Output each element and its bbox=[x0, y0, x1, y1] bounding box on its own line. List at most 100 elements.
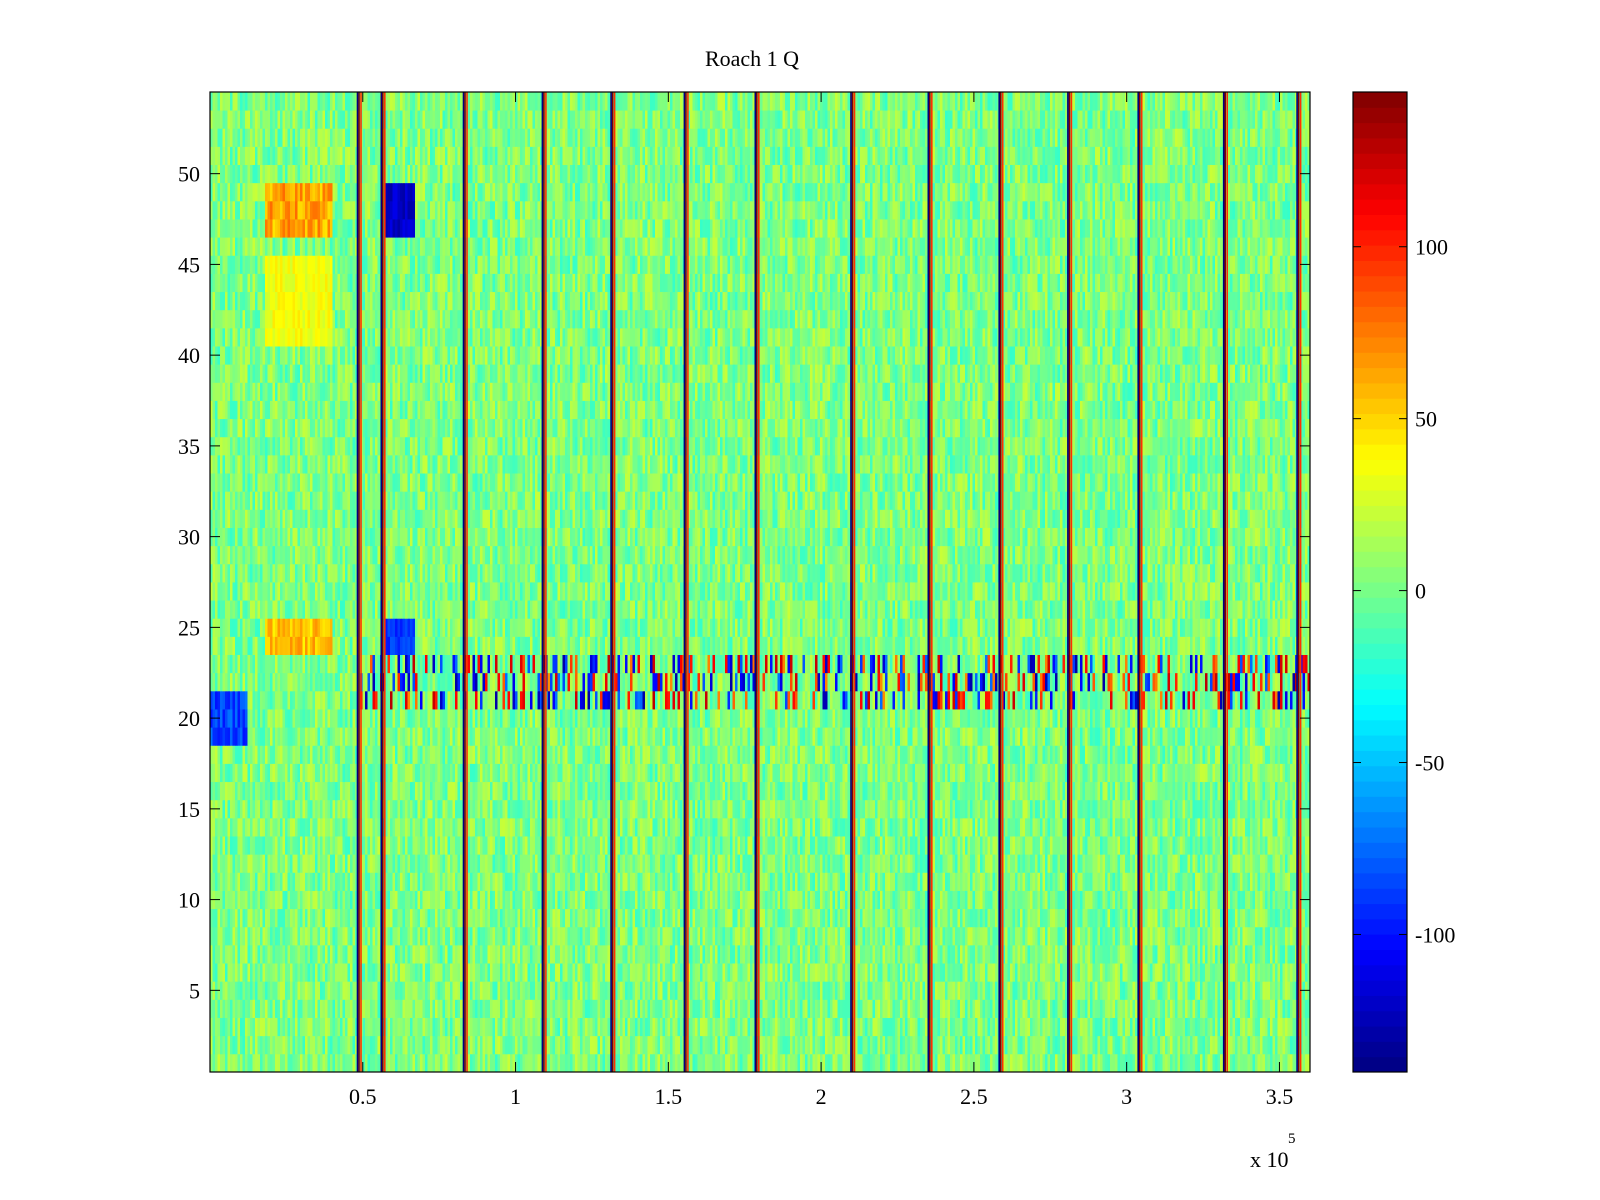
heatmap-cell bbox=[468, 1036, 471, 1055]
heatmap-cell bbox=[673, 945, 676, 964]
heatmap-cell bbox=[933, 1036, 936, 1055]
heatmap-cell bbox=[1128, 1054, 1131, 1073]
heatmap-cell bbox=[548, 981, 551, 1000]
heatmap-cell bbox=[1005, 909, 1008, 928]
heatmap-cell bbox=[498, 872, 501, 891]
heatmap-cell bbox=[978, 872, 981, 891]
heatmap-cell bbox=[710, 1036, 713, 1055]
heatmap-cell bbox=[670, 945, 673, 964]
heatmap-cell bbox=[560, 1054, 563, 1073]
heatmap-cell bbox=[1013, 963, 1016, 982]
heatmap-cell bbox=[1018, 1018, 1021, 1037]
heatmap-cell bbox=[785, 1054, 788, 1073]
heatmap-cell bbox=[558, 872, 561, 891]
heatmap-cell bbox=[295, 1036, 298, 1055]
heatmap-cell bbox=[1235, 963, 1238, 982]
heatmap-cell bbox=[1290, 872, 1293, 891]
heatmap-cell bbox=[950, 891, 953, 910]
heatmap-cell bbox=[510, 927, 513, 946]
heatmap-cell bbox=[723, 963, 726, 982]
heatmap-cell bbox=[1198, 891, 1201, 910]
heatmap-cell bbox=[1093, 999, 1096, 1018]
heatmap-cell bbox=[1035, 909, 1038, 928]
heatmap-cell bbox=[643, 1054, 646, 1073]
heatmap-cell bbox=[803, 945, 806, 964]
heatmap-cell bbox=[858, 981, 861, 1000]
heatmap-cell bbox=[1230, 999, 1233, 1018]
heatmap-cell bbox=[473, 999, 476, 1018]
heatmap-cell bbox=[333, 963, 336, 982]
heatmap-cell bbox=[768, 891, 771, 910]
heatmap-cell bbox=[1188, 927, 1191, 946]
heatmap-cell bbox=[503, 1054, 506, 1073]
heatmap-cell bbox=[523, 981, 526, 1000]
heatmap-cell bbox=[283, 872, 286, 891]
heatmap-cell bbox=[733, 1018, 736, 1037]
heatmap-cell bbox=[623, 1018, 626, 1037]
heatmap-cell bbox=[1175, 999, 1178, 1018]
heatmap-cell bbox=[963, 963, 966, 982]
heatmap-cell bbox=[995, 1018, 998, 1037]
heatmap-cell bbox=[603, 927, 606, 946]
heatmap-cell bbox=[420, 1036, 423, 1055]
heatmap-cell bbox=[750, 945, 753, 964]
heatmap-cell bbox=[708, 927, 711, 946]
heatmap-cell bbox=[723, 1018, 726, 1037]
heatmap-cell bbox=[230, 927, 233, 946]
heatmap-cell bbox=[883, 945, 886, 964]
heatmap-cell bbox=[765, 927, 768, 946]
heatmap-cell bbox=[1285, 999, 1288, 1018]
heatmap-cell bbox=[268, 909, 271, 928]
heatmap-cell bbox=[323, 963, 326, 982]
heatmap-cell bbox=[1028, 999, 1031, 1018]
heatmap-cell bbox=[1188, 909, 1191, 928]
heatmap-cell bbox=[218, 854, 221, 873]
heatmap-cell bbox=[703, 1018, 706, 1037]
heatmap-cell bbox=[445, 1018, 448, 1037]
heatmap-cell bbox=[978, 963, 981, 982]
heatmap-cell bbox=[803, 1018, 806, 1037]
heatmap-cell bbox=[878, 891, 881, 910]
heatmap-cell bbox=[563, 1036, 566, 1055]
heatmap-cell bbox=[475, 999, 478, 1018]
heatmap-cell bbox=[668, 945, 671, 964]
heatmap-cell bbox=[1143, 1054, 1146, 1073]
heatmap-cell bbox=[988, 1018, 991, 1037]
heatmap-cell bbox=[250, 945, 253, 964]
heatmap-cell bbox=[815, 963, 818, 982]
heatmap-cell bbox=[680, 981, 683, 1000]
heatmap-cell bbox=[450, 1018, 453, 1037]
heatmap-cell bbox=[823, 963, 826, 982]
heatmap-cell bbox=[645, 872, 648, 891]
heatmap-cell bbox=[823, 872, 826, 891]
heatmap-cell bbox=[265, 927, 268, 946]
heatmap-cell bbox=[863, 872, 866, 891]
heatmap-cell bbox=[983, 1036, 986, 1055]
heatmap-cell bbox=[1288, 1036, 1291, 1055]
heatmap-cell bbox=[550, 1054, 553, 1073]
heatmap-cell bbox=[813, 872, 816, 891]
heatmap-cell bbox=[315, 999, 318, 1018]
heatmap-cell bbox=[503, 927, 506, 946]
heatmap-cell bbox=[675, 999, 678, 1018]
heatmap-cell bbox=[438, 981, 441, 1000]
heatmap-cell bbox=[690, 945, 693, 964]
heatmap-cell bbox=[953, 945, 956, 964]
heatmap-cell bbox=[615, 1036, 618, 1055]
heatmap-cell bbox=[1158, 891, 1161, 910]
heatmap-cell bbox=[1150, 981, 1153, 1000]
heatmap-cell bbox=[1015, 945, 1018, 964]
heatmap-cell bbox=[225, 854, 228, 873]
heatmap-cell bbox=[1188, 945, 1191, 964]
heatmap-cell bbox=[265, 909, 268, 928]
heatmap-cell bbox=[1208, 891, 1211, 910]
heatmap-cell bbox=[378, 1036, 381, 1055]
heatmap-cell bbox=[223, 891, 226, 910]
heatmap-cell bbox=[340, 945, 343, 964]
heatmap-cell bbox=[990, 891, 993, 910]
heatmap-cell bbox=[918, 909, 921, 928]
heatmap-cell bbox=[1018, 945, 1021, 964]
heatmap-cell bbox=[600, 945, 603, 964]
heatmap-cell bbox=[858, 1036, 861, 1055]
heatmap-cell bbox=[263, 872, 266, 891]
